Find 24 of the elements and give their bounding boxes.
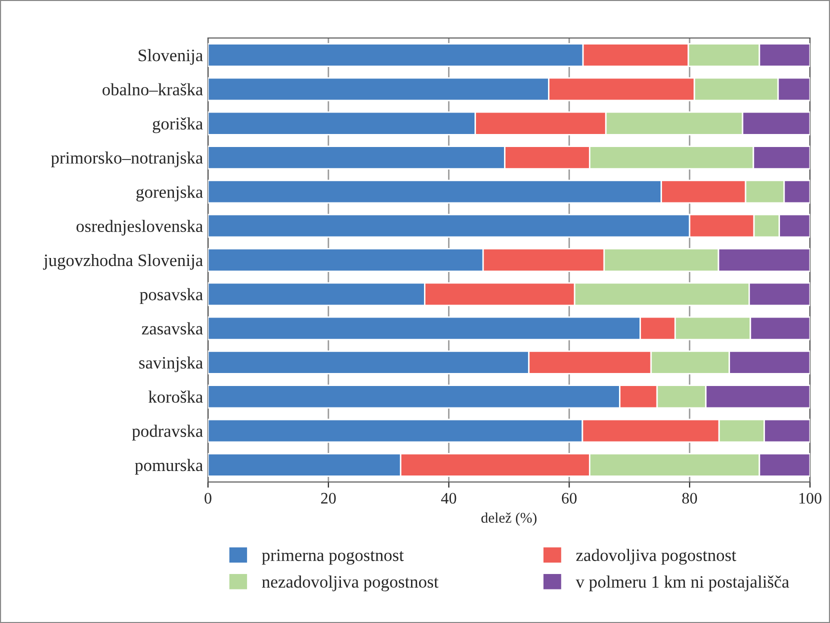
y-tick-label: gorenjska <box>136 186 203 202</box>
y-tick-label: jugovzhodna Slovenija <box>43 254 203 270</box>
y-tick-label: pomurska <box>134 458 203 475</box>
y-tick-label: goriška <box>152 117 203 134</box>
x-tick-label: 20 <box>321 492 336 504</box>
y-tick-label: koroška <box>148 390 203 403</box>
y-tick-label: obalno–kraška <box>102 83 203 96</box>
y-tick-label: primorsko–notranjska <box>51 152 203 168</box>
y-tick-label: posavska <box>140 288 203 304</box>
x-tick-label: 0 <box>204 492 212 504</box>
x-tick-label: 60 <box>562 492 577 504</box>
y-tick-label: savinjska <box>139 356 203 372</box>
legend-label: v polmeru 1 km ni postajališča <box>576 575 790 592</box>
legend-label: nezadovoljiva pogostnost <box>262 576 438 592</box>
y-tick-label: osrednjeslovenska <box>76 220 203 236</box>
x-tick-label: 80 <box>682 492 697 504</box>
y-tick-label: podravska <box>132 424 203 440</box>
legend-label: zadovoljiva pogostnost <box>576 548 736 565</box>
x-tick-label: 40 <box>441 492 456 504</box>
x-axis-title: delež (%) <box>481 512 536 526</box>
legend-label: primerna pogostnost <box>262 549 404 565</box>
x-tick-label: 100 <box>799 492 822 504</box>
y-tick-label: Slovenija <box>138 49 203 65</box>
y-tick-label: zasavska <box>142 322 203 334</box>
